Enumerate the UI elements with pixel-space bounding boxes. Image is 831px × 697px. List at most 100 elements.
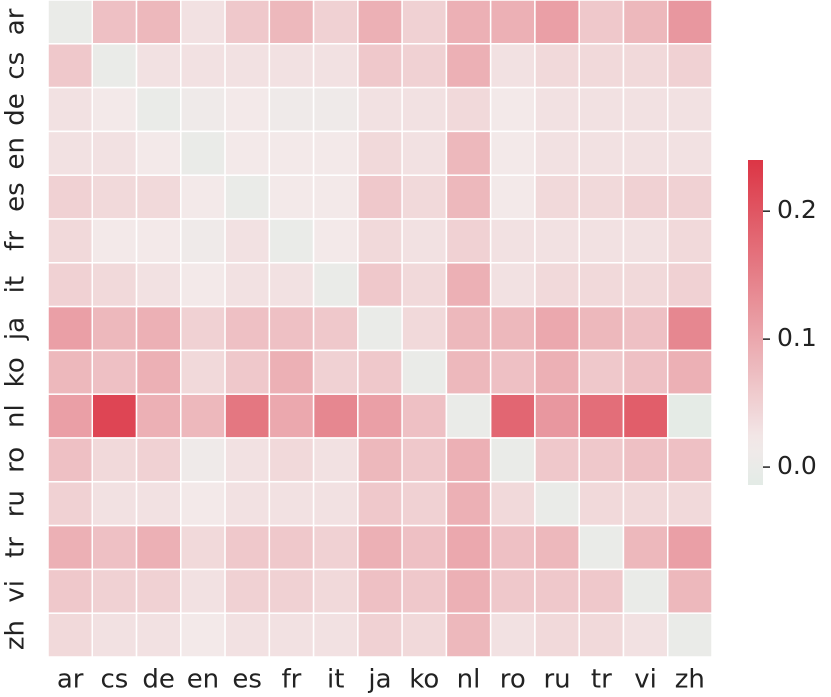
heatmap-cell [312,437,359,483]
heatmap-cell [135,262,182,308]
heatmap-cell [489,130,536,176]
heatmap-cell [91,262,138,308]
heatmap-cell [666,0,713,45]
heatmap-cell [489,349,536,395]
heatmap-cell [578,524,625,571]
heatmap-cell [47,262,94,308]
heatmap-cell [135,218,182,264]
heatmap-cell [268,218,315,264]
y-tick-label: it [1,276,31,293]
heatmap-cell [224,0,271,45]
heatmap-cell [357,218,403,264]
heatmap-cell [445,262,492,308]
heatmap-cell [180,568,226,614]
colorbar-tick-label: 0.2 [777,195,817,224]
heatmap-cell [224,568,271,614]
heatmap-cell [445,43,492,89]
y-tick-label: tr [1,537,31,558]
heatmap-cell [401,305,448,352]
heatmap-cell [135,612,182,658]
heatmap-cell [312,349,359,395]
heatmap-cell [224,86,271,133]
heatmap-cell [578,86,625,133]
heatmap-cell [180,0,226,45]
heatmap-cell [357,349,403,395]
heatmap-cell [666,568,713,614]
heatmap-cell [445,305,492,352]
x-tick-label: zh [675,665,705,695]
heatmap-cell [578,437,625,483]
heatmap-cell [180,174,226,220]
heatmap-cell [91,349,138,395]
heatmap-cell [666,612,713,658]
heatmap-cell [268,174,315,220]
heatmap-cell [224,393,271,439]
heatmap-cell [489,43,536,89]
heatmap-cell [622,481,669,527]
heatmap-cell [312,43,359,89]
heatmap-cell [357,524,403,571]
heatmap-cell [224,43,271,89]
heatmap-cell [622,393,669,439]
heatmap-cell [578,393,625,439]
heatmap-cell [357,393,403,439]
heatmap-cell [91,174,138,220]
heatmap-cell [357,262,403,308]
heatmap-cell [357,568,403,614]
heatmap-cell [401,437,448,483]
x-tick-label: en [187,665,219,695]
y-tick-label: ar [1,8,31,35]
heatmap-cell [622,218,669,264]
heatmap-cell [91,130,138,176]
heatmap-cell [578,218,625,264]
heatmap-cell [534,174,580,220]
heatmap-cell [224,305,271,352]
heatmap-cell [268,393,315,439]
heatmap-cell [445,218,492,264]
heatmap-cell [180,393,226,439]
heatmap-cell [666,130,713,176]
heatmap-cell [578,305,625,352]
heatmap-cell [622,174,669,220]
heatmap-cell [91,218,138,264]
heatmap-cell [224,481,271,527]
heatmap-cell [180,262,226,308]
heatmap-cell [534,43,580,89]
heatmap-cell [135,524,182,571]
heatmap-cell [578,174,625,220]
heatmap-cell [534,481,580,527]
heatmap-cell [47,437,94,483]
heatmap-cell [312,0,359,45]
heatmap-cell [401,86,448,133]
heatmap-cell [489,612,536,658]
x-tick-label: ru [543,665,570,695]
heatmap-cell [357,305,403,352]
heatmap-cell [47,174,94,220]
heatmap-cell [135,86,182,133]
heatmap-cell [91,305,138,352]
heatmap-cell [135,0,182,45]
heatmap-cell [578,262,625,308]
heatmap-cell [312,218,359,264]
heatmap-cell [534,524,580,571]
heatmap-cell [401,612,448,658]
heatmap-cell [135,174,182,220]
heatmap-cell [578,43,625,89]
heatmap-cell [445,86,492,133]
y-tick-label: zh [1,620,31,650]
x-tick-label: tr [591,665,612,695]
heatmap-cell [622,612,669,658]
colorbar [748,160,763,485]
heatmap-cell [47,43,94,89]
heatmap-cell [224,174,271,220]
heatmap-cell [622,130,669,176]
heatmap-cell [224,612,271,658]
heatmap-cell [534,0,580,45]
heatmap-cell [622,305,669,352]
heatmap-cell [445,437,492,483]
heatmap-cell [135,481,182,527]
heatmap-cell [489,481,536,527]
heatmap-cell [489,218,536,264]
y-tick-label: nl [1,404,31,428]
heatmap-cell [135,43,182,89]
